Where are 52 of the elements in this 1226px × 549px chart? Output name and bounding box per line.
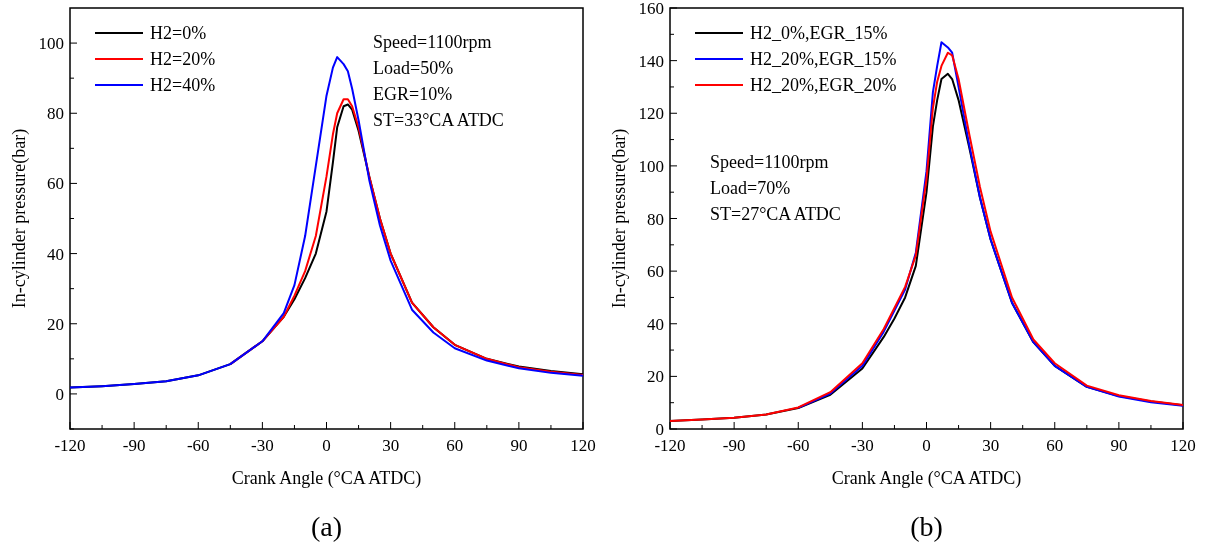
legend-label: H2_20%,EGR_15%	[750, 49, 897, 69]
x-tick-label: 0	[922, 436, 931, 455]
y-tick-label: 60	[47, 174, 64, 194]
annotation: Speed=1100rpm	[710, 152, 829, 172]
x-tick-label: 60	[446, 436, 464, 455]
x-tick-label: 30	[982, 436, 1000, 455]
x-tick-label: -90	[122, 436, 146, 455]
x-axis-title: Crank Angle (°CA ATDC)	[831, 468, 1022, 489]
legend-label: H2_20%,EGR_20%	[750, 75, 897, 95]
annotation: Load=50%	[373, 58, 454, 78]
legend-label: H2_0%,EGR_15%	[750, 23, 888, 43]
y-tick-label: 20	[47, 314, 64, 334]
legend-label: H2=0%	[150, 23, 207, 43]
y-axis-title: In-cylinder pressure(bar)	[9, 128, 30, 309]
annotation: EGR=10%	[373, 84, 453, 104]
y-tick-label: 80	[647, 209, 664, 229]
x-tick-label: 90	[510, 436, 528, 455]
annotation: Load=70%	[710, 178, 791, 198]
x-tick-label: -60	[186, 436, 210, 455]
x-tick-label: -90	[722, 436, 746, 455]
y-axis-title: In-cylinder pressure(bar)	[609, 128, 630, 309]
x-tick-label: 120	[570, 436, 596, 455]
y-tick-label: 20	[647, 367, 664, 387]
y-tick-label: 140	[638, 51, 664, 71]
annotation: ST=33°CA ATDC	[373, 110, 504, 130]
annotation: ST=27°CA ATDC	[710, 204, 841, 224]
text: (a)	[310, 511, 343, 542]
y-tick-label: 160	[638, 0, 664, 18]
x-tick-label: -30	[251, 436, 274, 455]
x-axis-title: Crank Angle (°CA ATDC)	[231, 468, 422, 489]
y-tick-label: 100	[638, 156, 664, 176]
annotation: Speed=1100rpm	[373, 32, 492, 52]
legend-label: H2=40%	[150, 75, 216, 95]
y-tick-label: 0	[55, 384, 64, 404]
text: (b)	[910, 511, 943, 542]
x-tick-label: -60	[786, 436, 810, 455]
x-tick-label: -120	[654, 436, 686, 455]
y-tick-label: 40	[647, 314, 664, 334]
y-tick-label: 40	[47, 244, 64, 264]
x-tick-label: 60	[1046, 436, 1064, 455]
x-tick-label: -120	[54, 436, 86, 455]
y-tick-label: 100	[38, 34, 64, 54]
x-tick-label: 90	[1110, 436, 1128, 455]
y-tick-label: 80	[47, 104, 64, 124]
x-tick-label: 0	[322, 436, 331, 455]
x-tick-label: -30	[851, 436, 874, 455]
y-tick-label: 120	[638, 104, 664, 124]
x-tick-label: 120	[1170, 436, 1196, 455]
y-tick-label: 60	[647, 262, 664, 282]
x-tick-label: 30	[382, 436, 400, 455]
y-tick-label: 0	[655, 420, 664, 439]
legend-label: H2=20%	[150, 49, 216, 69]
